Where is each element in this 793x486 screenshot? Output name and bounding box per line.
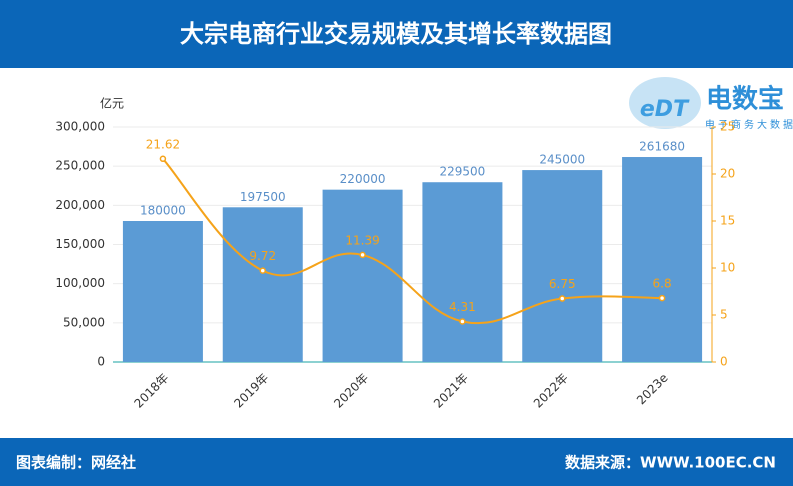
bar <box>122 221 203 362</box>
logo-name: 电数宝 <box>706 84 784 115</box>
line-value-label: 6.8 <box>653 277 672 291</box>
line-value-label: 11.39 <box>345 233 379 247</box>
y2-tick-label: 15 <box>720 214 735 228</box>
line-value-label: 6.75 <box>549 277 576 291</box>
bar-value-label: 197500 <box>240 190 286 204</box>
y-tick-label: 250,000 <box>55 159 105 173</box>
y2-tick-label: 25 <box>720 120 735 134</box>
y-tick-label: 150,000 <box>55 237 105 251</box>
y-tick-label: 0 <box>97 355 105 369</box>
y2-tick-label: 10 <box>720 261 735 275</box>
bar <box>222 207 303 362</box>
bar-value-label: 245000 <box>539 153 585 167</box>
line <box>162 158 663 325</box>
footer-left: 图表编制：网经社 <box>16 454 136 472</box>
bar-value-label: 229500 <box>440 165 486 179</box>
logo-tagline: 电子商务大数据库 <box>705 118 793 131</box>
line-value-label: 21.62 <box>146 137 180 151</box>
line-point <box>658 294 666 302</box>
logo-mark: eDT <box>640 97 690 122</box>
logo-cloud <box>629 77 701 129</box>
line-point <box>359 251 366 259</box>
footer-right: 数据来源：WWW.100EC.CN <box>565 454 776 472</box>
y-tick-label: 100,000 <box>55 276 105 290</box>
bar <box>322 189 403 362</box>
header-bar <box>0 0 793 68</box>
bar <box>422 182 503 362</box>
line-point <box>159 155 167 163</box>
bar-value-label: 220000 <box>340 172 386 186</box>
line-point <box>559 295 566 302</box>
y2-tick-label: 20 <box>720 167 735 181</box>
bar-value-label: 180000 <box>140 204 186 218</box>
y-axis-label: 亿元 <box>100 96 124 111</box>
y-tick-label: 50,000 <box>63 315 105 329</box>
bar <box>522 170 603 362</box>
line-point <box>259 267 266 274</box>
footer-bar <box>0 438 793 486</box>
line-point <box>459 318 466 325</box>
line-value-label: 9.72 <box>249 249 276 263</box>
chart-title: 大宗电商行业交易规模及其增长率数据图 <box>180 20 612 48</box>
y2-tick-label: 0 <box>720 355 728 369</box>
line-value-label: 4.31 <box>449 300 476 314</box>
y-tick-label: 300,000 <box>55 120 105 134</box>
bar-value-label: 261680 <box>639 140 685 154</box>
y-tick-label: 200,000 <box>55 198 105 212</box>
y2-tick-label: 5 <box>720 308 728 322</box>
bar <box>622 157 703 362</box>
